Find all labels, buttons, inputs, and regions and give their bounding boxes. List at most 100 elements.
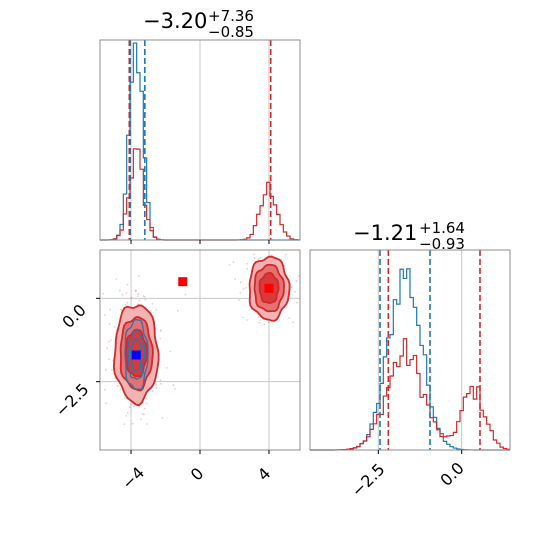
scatter-point <box>145 423 148 425</box>
x-tick-label-param-1-0: 0.0 <box>436 458 467 489</box>
scatter-point <box>284 253 287 256</box>
scatter-point <box>288 317 291 319</box>
scatter-point <box>246 262 248 265</box>
scatter-point <box>137 275 140 277</box>
scatter-point <box>160 382 162 385</box>
scatter-point <box>184 293 187 296</box>
scatter-point <box>113 326 116 328</box>
scatter-point <box>165 367 168 369</box>
scatter-point <box>136 303 139 306</box>
scatter-point <box>133 405 135 408</box>
scatter-point <box>257 258 260 261</box>
scatter-point <box>108 358 110 361</box>
marker-red <box>178 277 188 287</box>
scatter-point <box>103 314 106 317</box>
hist2d-panel <box>96 249 301 454</box>
scatter-point <box>242 287 245 290</box>
scatter-point <box>143 296 146 298</box>
scatter-point <box>128 406 131 409</box>
scatter-point <box>149 310 152 312</box>
scatter-point <box>131 422 134 425</box>
scatter-point <box>155 384 158 386</box>
title-param-0-upper: +7.36 <box>208 7 254 25</box>
scatter-point <box>169 350 172 353</box>
scatter-point <box>126 283 129 286</box>
scatter-point <box>246 268 249 270</box>
y-tick-label-param-1-neg2.5: −2.5 <box>52 380 93 421</box>
scatter-point <box>143 407 146 410</box>
scatter-point <box>176 309 179 312</box>
x-tick-label-param-1-neg2.5: −2.5 <box>348 460 389 501</box>
scatter-point <box>239 292 242 294</box>
scatter-point <box>130 296 133 299</box>
scatter-point <box>125 415 128 417</box>
scatter-point <box>106 347 108 350</box>
title-param-0: −3.20 +7.36 −0.85 <box>143 7 254 41</box>
scatter-point <box>119 388 122 391</box>
scatter-point <box>105 402 108 405</box>
scatter-point <box>159 330 162 333</box>
scatter-point <box>102 292 104 295</box>
scatter-point <box>295 280 298 282</box>
scatter-point <box>242 316 244 319</box>
scatter-point <box>174 388 176 390</box>
scatter-point <box>136 295 139 297</box>
scatter-point <box>123 396 126 399</box>
scatter-point <box>134 290 137 292</box>
scatter-point <box>245 286 248 289</box>
x-tick-label-param-0-0: 0 <box>187 464 208 485</box>
scatter-point <box>139 418 142 421</box>
scatter-point <box>130 404 132 406</box>
scatter-point <box>109 339 112 342</box>
scatter-point <box>114 376 116 379</box>
scatter-point <box>126 301 129 304</box>
scatter-point <box>116 384 119 387</box>
scatter-point <box>124 303 127 306</box>
scatter-point <box>104 388 106 391</box>
scatter-point <box>259 319 261 321</box>
scatter-point <box>123 423 126 425</box>
scatter-point <box>160 329 162 331</box>
scatter-point <box>253 256 256 259</box>
x-tick-label-param-0-4: 4 <box>254 464 275 485</box>
scatter-point <box>263 323 266 326</box>
scatter-point <box>143 413 145 416</box>
scatter-point <box>138 299 141 302</box>
scatter-point <box>111 369 113 371</box>
scatter-point <box>159 337 162 340</box>
title-param-0-value: −3.20 <box>143 9 207 33</box>
hist-panel-param-0 <box>99 39 301 244</box>
scatter-point <box>152 390 154 392</box>
scatter-point <box>108 323 111 325</box>
title-param-1-value: −1.21 <box>353 221 417 245</box>
scatter-point <box>296 301 298 304</box>
title-param-1: −1.21 +1.64 −0.93 <box>353 219 465 253</box>
scatter-point <box>137 293 140 295</box>
scatter-point <box>105 369 107 372</box>
scatter-point <box>126 412 129 414</box>
scatter-point <box>172 384 175 387</box>
scatter-point <box>234 278 237 280</box>
scatter-point <box>267 321 270 324</box>
scatter-point <box>151 302 154 305</box>
panel-11-frame <box>309 249 511 451</box>
title-param-1-upper: +1.64 <box>419 219 465 237</box>
scatter-point <box>228 264 231 266</box>
scatter-point <box>125 292 128 294</box>
scatter-point <box>238 299 241 301</box>
scatter-point <box>109 308 111 311</box>
x-tick-label-param-0-neg4: −4 <box>118 463 148 493</box>
scatter-point <box>141 413 144 416</box>
scatter-point <box>145 402 148 405</box>
blue-contour <box>124 318 149 390</box>
scatter-point <box>142 295 145 297</box>
scatter-point <box>115 278 118 280</box>
scatter-point <box>232 261 235 263</box>
scatter-point <box>258 321 261 324</box>
blue-contour <box>130 337 143 372</box>
scatter-point <box>294 290 296 293</box>
scatter-point <box>120 308 123 311</box>
scatter-point <box>118 289 121 292</box>
title-param-1-lower: −0.93 <box>419 235 465 253</box>
